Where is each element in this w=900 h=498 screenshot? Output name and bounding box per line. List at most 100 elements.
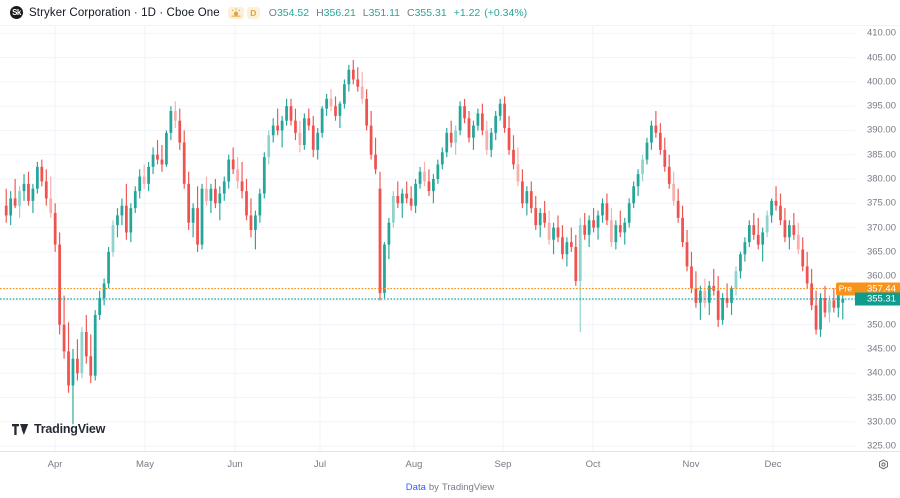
candle-body [565,242,569,255]
candle [254,210,257,250]
interval-badge[interactable]: D [246,6,260,19]
candle [307,108,311,131]
candle-body [725,298,729,303]
candle-body [249,215,253,230]
candle [516,147,520,187]
premarket-price-badge[interactable]: 357.44 [855,282,900,296]
candle-body [338,103,342,116]
ohlc-legend: O354.52 H356.21 L351.11 C355.31 +1.22 (+… [269,7,527,19]
candle-body [254,215,257,230]
candle [200,183,204,250]
candle-body [525,191,529,204]
candle [472,120,475,150]
candle-body [169,111,173,133]
data-link[interactable]: Data [405,482,426,493]
candle [343,79,346,109]
candle [761,227,765,262]
candle-body [13,198,17,206]
candle-body [298,132,302,145]
candle-body [765,215,769,233]
candle [120,198,124,226]
candle-body [418,171,422,184]
candle-body [302,118,306,145]
price-scale[interactable]: 410.00 405.00 400.00 395.00 390.00 385.00 380.… [835,26,900,452]
candle-body [107,251,110,284]
candle [779,193,782,226]
candle [396,181,400,209]
candle-body [432,179,435,192]
chart-pane[interactable] [0,26,855,451]
price-tick: 330.00 [866,416,896,428]
candle-body [142,176,146,184]
ohlc-low-key: L [362,6,369,19]
candle [76,339,79,381]
candle [538,208,542,238]
candle [258,188,262,223]
candle-body [685,242,689,267]
candle-body [151,154,155,167]
candle-body [267,135,271,158]
candle [463,98,466,124]
candle [636,169,640,196]
candle-body [356,79,360,87]
candle [601,198,604,223]
candle [231,147,235,175]
candle-body [489,132,493,150]
candle-body [552,227,555,240]
price-tick: 335.00 [866,392,896,404]
candle-body [796,234,800,250]
candle [18,186,21,218]
last-price-badge[interactable]: 355.31 [855,292,900,306]
candle-body [245,191,248,216]
candle [494,111,498,141]
price-tick: 385.00 [866,149,896,161]
market-session-icon[interactable] [227,6,244,19]
candle-body [124,205,128,233]
candle-body [828,300,831,313]
candle-body [231,159,235,170]
candle-body [445,132,449,153]
candle [129,203,133,243]
candle-body [787,225,791,238]
candle-body [391,196,395,223]
candle-body [587,220,591,235]
footer-by: by [428,482,439,493]
time-scale[interactable]: Apr May Jun Jul Aug Sep Oct Nov Dec [0,451,900,477]
candlestick-plot[interactable] [0,26,855,451]
candle-body [610,220,613,243]
candle-body [347,69,351,85]
candle [650,120,653,150]
candle [832,288,836,313]
candle [681,205,684,247]
candle-body [329,98,333,107]
symbol-title[interactable]: Stryker Corporation · 1D · Cboe One [29,6,220,19]
candle [356,67,360,92]
candle [334,96,337,121]
candle [138,169,142,199]
candle-body [285,106,288,121]
time-tick-dec: Dec [764,459,782,470]
candle-body [343,84,346,104]
target-icon[interactable] [877,458,890,471]
candle-body [160,159,164,165]
price-change-percent: (+0.34%) [484,6,528,19]
candle [365,89,369,131]
candle-body [76,358,79,374]
candle-body [427,181,431,192]
candle-body [138,176,142,192]
candle-body [227,159,231,182]
candle [107,247,110,289]
candle [676,188,680,223]
candle [783,208,787,243]
candle [476,108,480,131]
candle [707,281,711,315]
candle-body [667,166,671,184]
candle-body [739,254,742,272]
candle-body [699,290,702,303]
candle-body [556,227,560,238]
candle-body [387,222,391,245]
candle-body [810,283,814,306]
candle-body [307,118,311,126]
candle [98,290,102,320]
candle-body [601,203,604,216]
